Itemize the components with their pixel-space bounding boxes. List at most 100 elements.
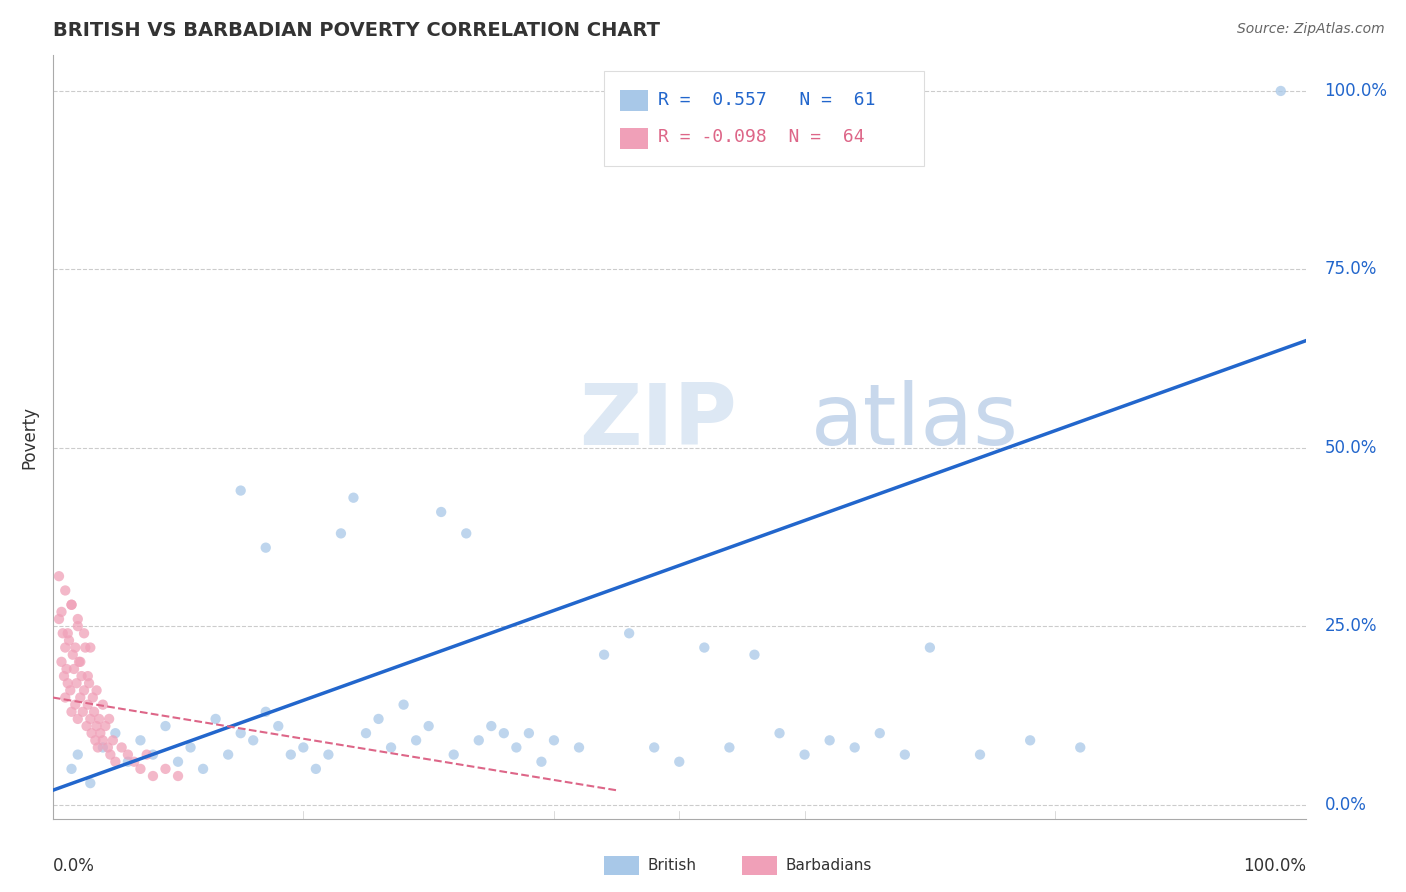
Point bbox=[254, 705, 277, 719]
Point bbox=[51, 605, 73, 619]
Point bbox=[72, 705, 94, 719]
Point bbox=[129, 733, 152, 747]
Point bbox=[155, 719, 177, 733]
Point bbox=[83, 705, 105, 719]
Point bbox=[51, 655, 73, 669]
Point bbox=[82, 690, 104, 705]
Point bbox=[65, 698, 87, 712]
Text: 50.0%: 50.0% bbox=[1324, 439, 1376, 457]
Point bbox=[60, 705, 83, 719]
Point bbox=[94, 719, 117, 733]
Point bbox=[53, 690, 76, 705]
Point bbox=[479, 719, 502, 733]
Point bbox=[517, 726, 540, 740]
Point bbox=[392, 698, 415, 712]
Point bbox=[167, 769, 190, 783]
Point bbox=[79, 712, 101, 726]
Point bbox=[894, 747, 917, 762]
Point bbox=[969, 747, 991, 762]
Point bbox=[69, 690, 91, 705]
Point bbox=[86, 719, 108, 733]
Point bbox=[87, 712, 110, 726]
Point bbox=[367, 712, 389, 726]
Point bbox=[180, 740, 202, 755]
Point bbox=[73, 683, 96, 698]
Point bbox=[405, 733, 427, 747]
Point bbox=[135, 747, 157, 762]
Point bbox=[292, 740, 315, 755]
Point bbox=[191, 762, 214, 776]
Point bbox=[142, 769, 165, 783]
Point bbox=[65, 640, 87, 655]
Point bbox=[918, 640, 941, 655]
Point bbox=[117, 755, 139, 769]
Point bbox=[380, 740, 402, 755]
Point bbox=[48, 569, 70, 583]
Point bbox=[84, 733, 107, 747]
Text: 75.0%: 75.0% bbox=[1324, 260, 1376, 278]
Text: BRITISH VS BARBADIAN POVERTY CORRELATION CHART: BRITISH VS BARBADIAN POVERTY CORRELATION… bbox=[52, 21, 659, 40]
Point bbox=[80, 726, 103, 740]
Point bbox=[59, 683, 82, 698]
Point bbox=[668, 755, 690, 769]
Point bbox=[617, 626, 640, 640]
Point bbox=[305, 762, 328, 776]
Text: 25.0%: 25.0% bbox=[1324, 617, 1376, 635]
Text: 0.0%: 0.0% bbox=[52, 857, 94, 875]
Point bbox=[53, 583, 76, 598]
Point bbox=[101, 733, 124, 747]
Point bbox=[543, 733, 565, 747]
Point bbox=[111, 740, 134, 755]
Point bbox=[66, 619, 89, 633]
Point bbox=[117, 747, 139, 762]
Point bbox=[76, 719, 98, 733]
Point bbox=[568, 740, 591, 755]
Point bbox=[204, 712, 226, 726]
Point bbox=[89, 726, 111, 740]
Point bbox=[354, 726, 377, 740]
Point bbox=[505, 740, 527, 755]
Text: Barbadians: Barbadians bbox=[786, 858, 872, 873]
Point bbox=[267, 719, 290, 733]
Point bbox=[217, 747, 239, 762]
Point bbox=[342, 491, 364, 505]
Point bbox=[91, 698, 114, 712]
Point bbox=[69, 655, 91, 669]
Point bbox=[63, 662, 86, 676]
Text: 100.0%: 100.0% bbox=[1243, 857, 1306, 875]
Point bbox=[66, 747, 89, 762]
Point bbox=[77, 676, 100, 690]
Point bbox=[53, 640, 76, 655]
Point bbox=[52, 626, 75, 640]
Point bbox=[58, 633, 80, 648]
Point bbox=[155, 762, 177, 776]
Point bbox=[66, 712, 89, 726]
Point bbox=[280, 747, 302, 762]
Point bbox=[793, 747, 815, 762]
Point bbox=[76, 698, 98, 712]
Point bbox=[1069, 740, 1091, 755]
Point bbox=[492, 726, 515, 740]
Point bbox=[718, 740, 741, 755]
Point bbox=[73, 626, 96, 640]
Point bbox=[98, 747, 121, 762]
FancyBboxPatch shape bbox=[620, 89, 648, 111]
Point bbox=[418, 719, 440, 733]
Point bbox=[79, 776, 101, 790]
Point bbox=[318, 747, 340, 762]
Point bbox=[468, 733, 491, 747]
Point bbox=[142, 747, 165, 762]
Text: British: British bbox=[648, 858, 697, 873]
Point bbox=[56, 676, 79, 690]
Point bbox=[768, 726, 790, 740]
Point bbox=[60, 762, 83, 776]
Point bbox=[97, 740, 120, 755]
Point bbox=[86, 683, 108, 698]
Point bbox=[87, 740, 110, 755]
Text: R = -0.098  N =  64: R = -0.098 N = 64 bbox=[658, 128, 865, 146]
FancyBboxPatch shape bbox=[605, 70, 924, 166]
Text: ZIP: ZIP bbox=[579, 380, 737, 463]
Text: 0.0%: 0.0% bbox=[1324, 796, 1367, 814]
Point bbox=[1019, 733, 1042, 747]
Point bbox=[693, 640, 716, 655]
